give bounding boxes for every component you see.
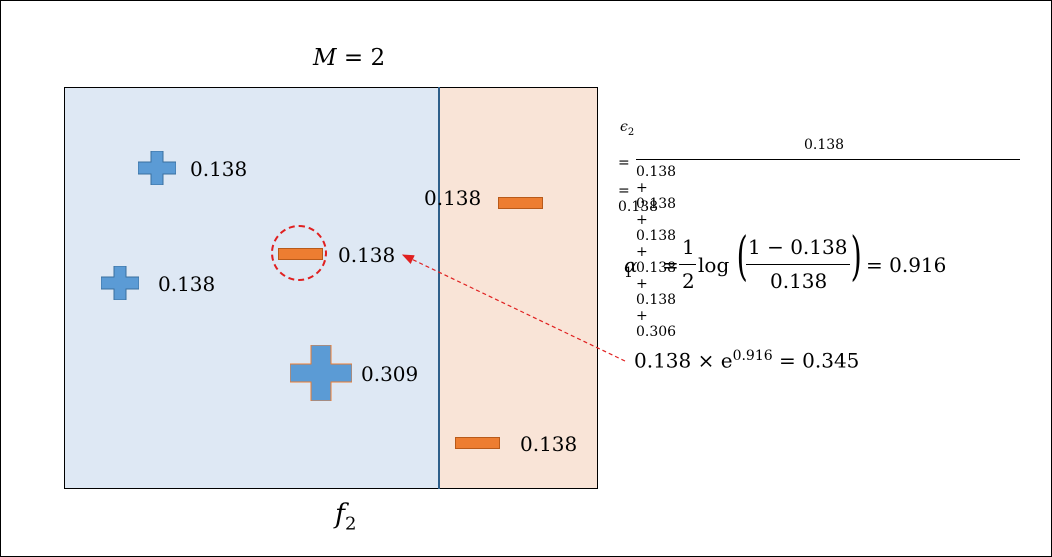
title-m: M (313, 45, 337, 71)
highlight-circle (271, 225, 327, 281)
plus-marker-large (290, 345, 352, 401)
weight-label: 0.138 (424, 186, 482, 210)
alpha-eq-sign: = (662, 253, 679, 277)
alpha-sub: 1 (624, 265, 633, 281)
half-denominator: 2 (682, 269, 695, 293)
alpha-result: = 0.916 (866, 253, 947, 277)
weight-update-formula: 0.138 × e0.916 = 0.345 (634, 348, 859, 373)
right-paren: ) (850, 227, 862, 287)
epsilon-fraction-bar (636, 159, 1020, 160)
classifier-sub: 2 (345, 513, 357, 535)
update-exponent: 0.916 (732, 348, 773, 364)
region-negative (440, 87, 598, 489)
epsilon-denominator: 0.138 + 0.138 + 0.138 + 0.138 + 0.138 + … (636, 164, 677, 340)
epsilon-symbol: ϵ2 (620, 119, 634, 138)
epsilon-numerator: 0.138 (804, 137, 845, 153)
weight-label: 0.309 (361, 362, 419, 386)
weight-label: 0.138 (338, 243, 396, 267)
weight-label: 0.138 (158, 272, 216, 296)
arrow-line (401, 254, 626, 362)
weight-label: 0.138 (520, 432, 578, 456)
weight-label: 0.138 (190, 157, 248, 181)
inner-denominator: 0.138 (770, 269, 828, 293)
alpha-char: α (624, 253, 638, 277)
epsilon-eq-sign: = (618, 155, 630, 171)
log-operator: log (698, 253, 730, 277)
epsilon-sub: 2 (627, 126, 635, 138)
inner-numerator: 1 − 0.138 (748, 235, 848, 259)
title-eq: = 2 (336, 45, 386, 71)
epsilon-char: ϵ (620, 119, 628, 135)
half-fraction-bar (679, 264, 696, 265)
inner-fraction-bar (746, 264, 850, 265)
minus-marker (498, 197, 543, 209)
classifier-f: f (335, 499, 345, 530)
classifier-label: f2 (335, 499, 356, 534)
decision-boundary (438, 87, 440, 489)
plus-marker (138, 151, 176, 185)
diagram-title: M = 2 (313, 45, 385, 71)
plus-marker (101, 266, 139, 300)
epsilon-result: = 0.138 (618, 183, 659, 215)
update-rhs: = 0.345 (772, 348, 860, 373)
half-numerator: 1 (682, 235, 695, 259)
minus-marker (455, 437, 500, 449)
left-paren: ( (736, 227, 748, 287)
update-lhs: 0.138 × e (634, 348, 733, 373)
